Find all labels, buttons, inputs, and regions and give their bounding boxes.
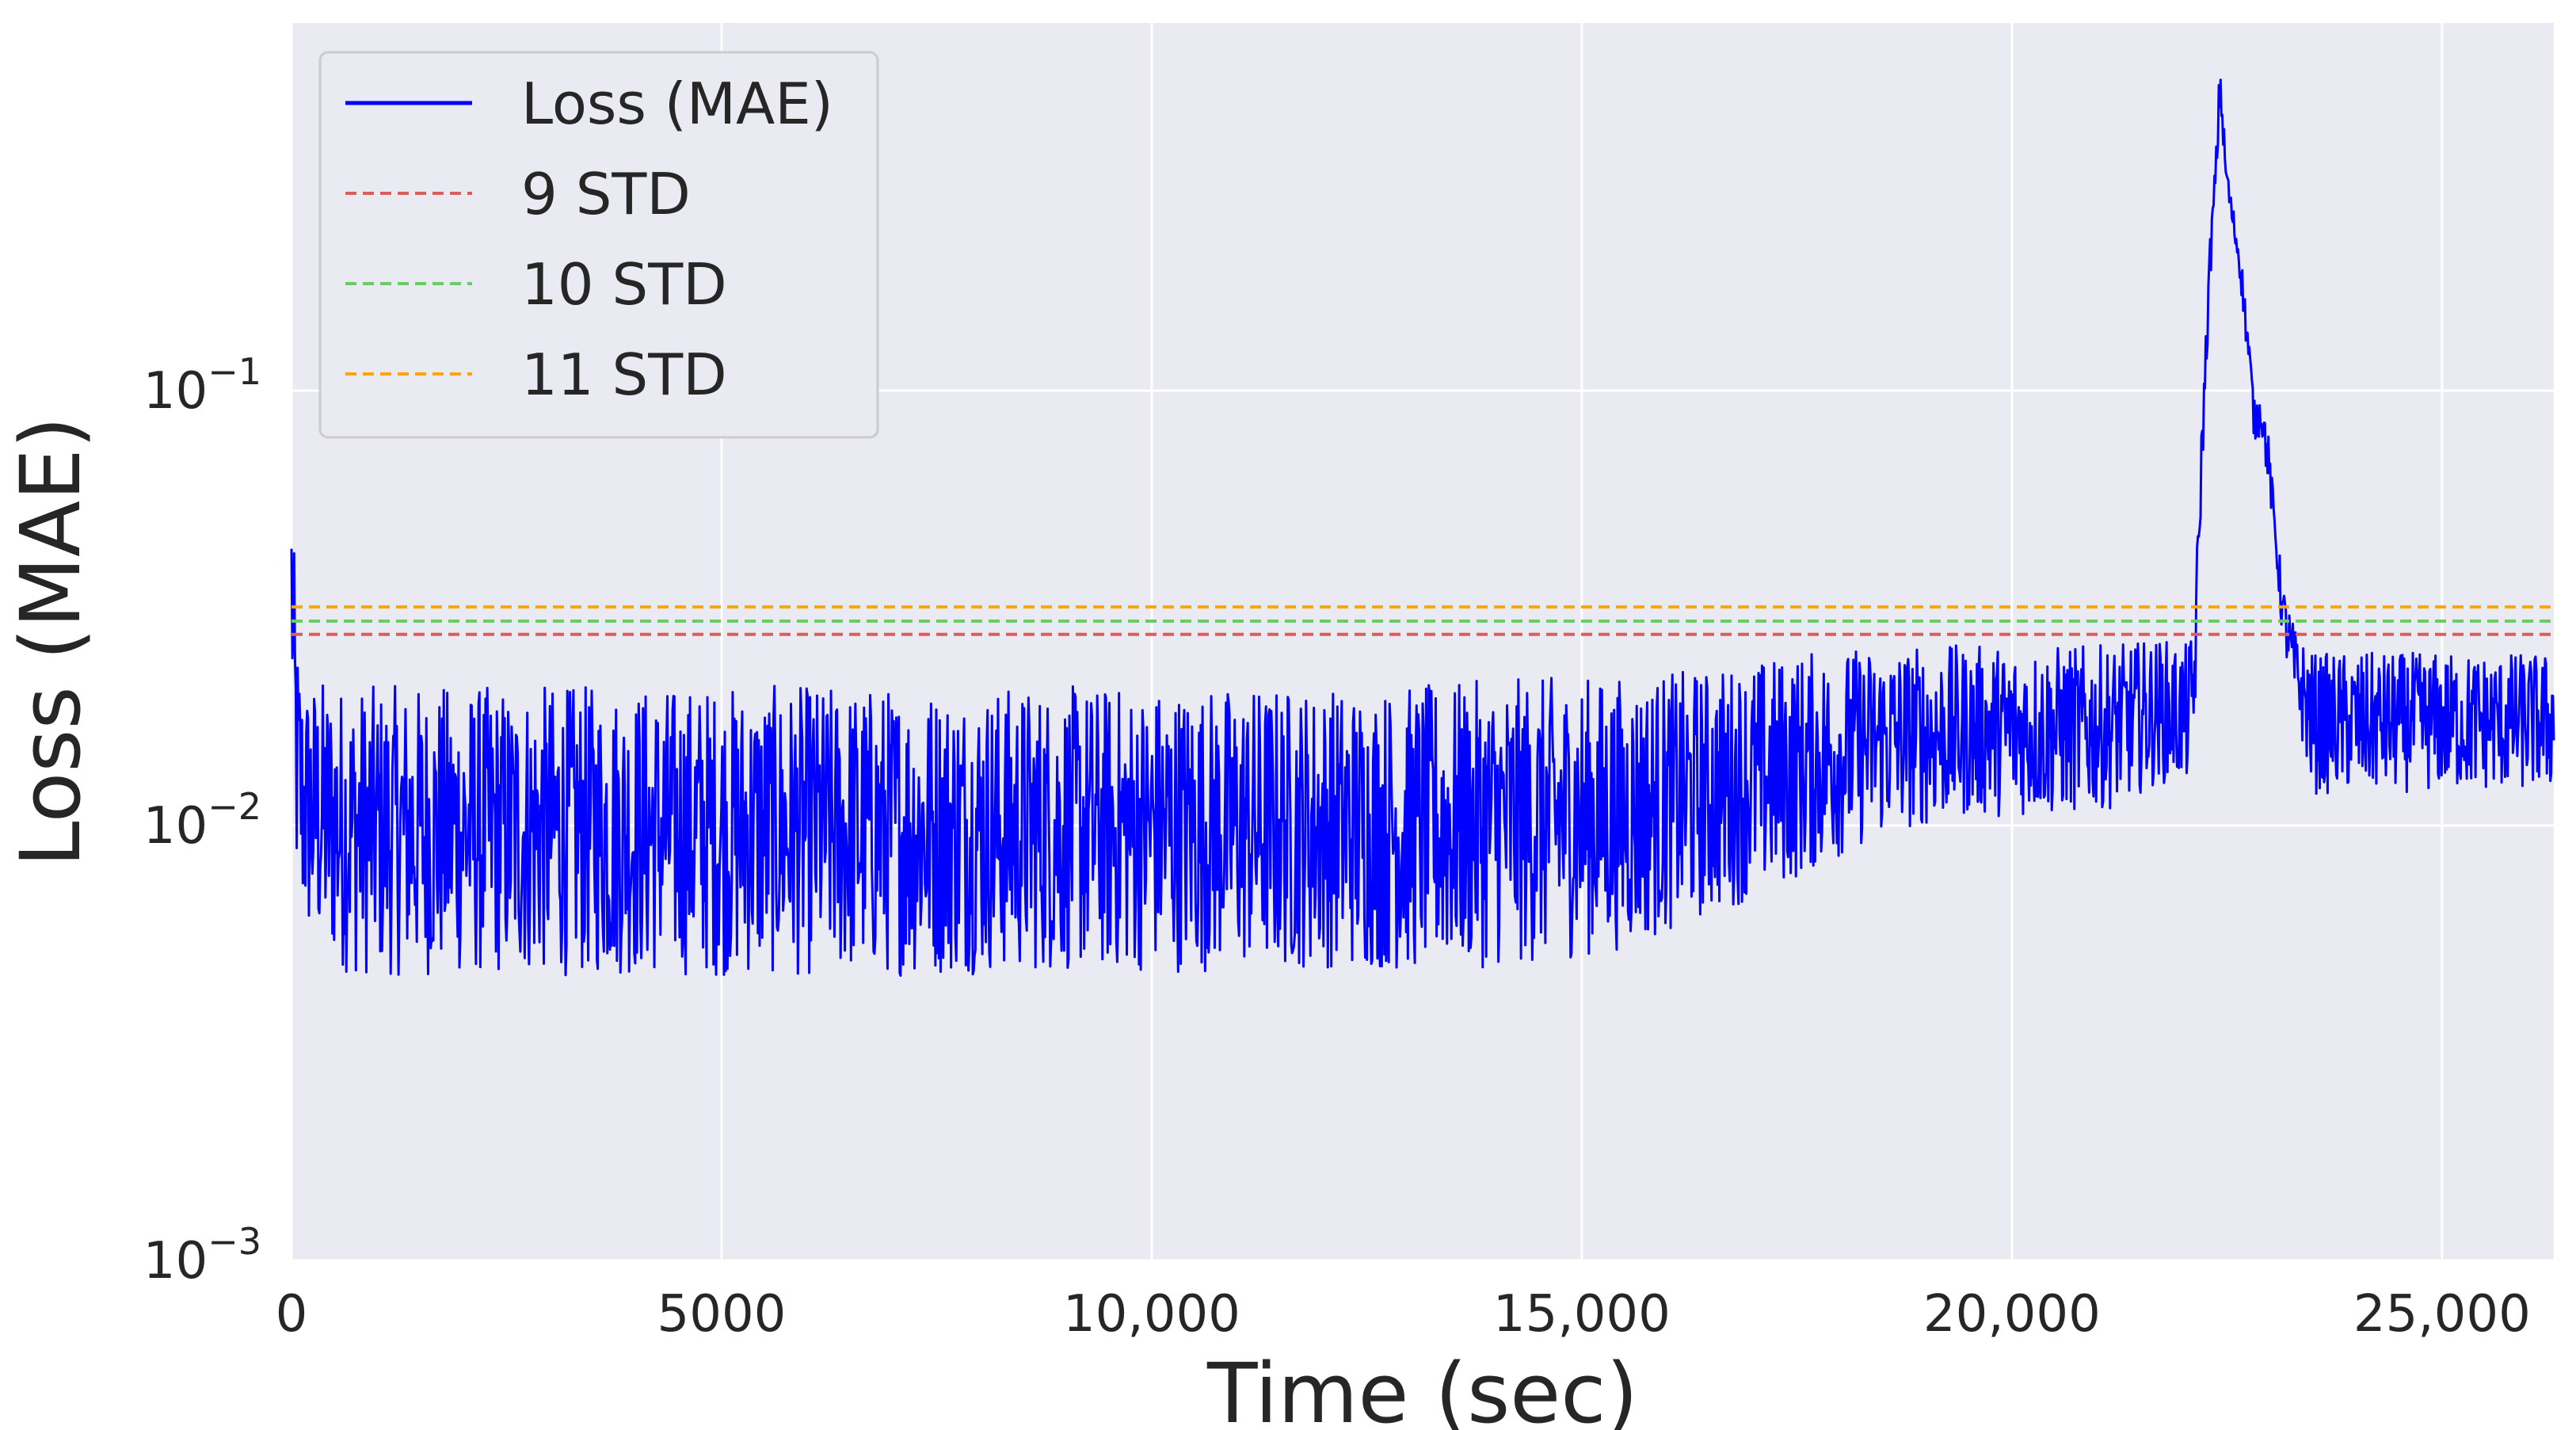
legend-box	[318, 51, 879, 439]
series-line-loss-mae	[290, 78, 2555, 977]
threshold-layer	[292, 605, 2554, 636]
y-tick-base: 10	[143, 797, 208, 856]
y-tick-label: 10−3	[143, 1220, 261, 1291]
y-axis-title: Loss (MAE)	[2, 417, 99, 868]
legend-label: 11 STD	[521, 341, 727, 408]
x-tick-label: 10,000	[1063, 1285, 1240, 1344]
x-tick-label: 5000	[657, 1285, 787, 1344]
y-tick-label: 10−1	[143, 350, 261, 421]
x-tick-label: 0	[276, 1285, 308, 1344]
x-tick-label: 20,000	[1923, 1285, 2101, 1344]
y-axis-ticks: 10−310−210−1	[143, 350, 261, 1291]
x-tick-label: 15,000	[1493, 1285, 1671, 1344]
y-tick-exponent: −2	[208, 785, 261, 828]
x-axis-ticks: 0 5000 10,000 15,000 20,000 25,000	[276, 1285, 2531, 1344]
legend-label: 9 STD	[521, 161, 691, 227]
series-layer	[290, 78, 2555, 977]
y-tick-exponent: −1	[208, 350, 261, 393]
y-tick-base: 10	[143, 1232, 208, 1291]
y-tick-label: 10−2	[143, 785, 261, 856]
y-tick-base: 10	[143, 362, 208, 421]
y-tick-exponent: −3	[208, 1220, 261, 1263]
x-tick-label: 25,000	[2353, 1285, 2531, 1344]
legend-label: Loss (MAE)	[521, 71, 833, 137]
legend-label: 10 STD	[521, 251, 727, 318]
x-axis-title: Time (sec)	[1206, 1345, 1638, 1430]
legend: Loss (MAE) 9 STD 10 STD 11 STD	[318, 51, 879, 439]
